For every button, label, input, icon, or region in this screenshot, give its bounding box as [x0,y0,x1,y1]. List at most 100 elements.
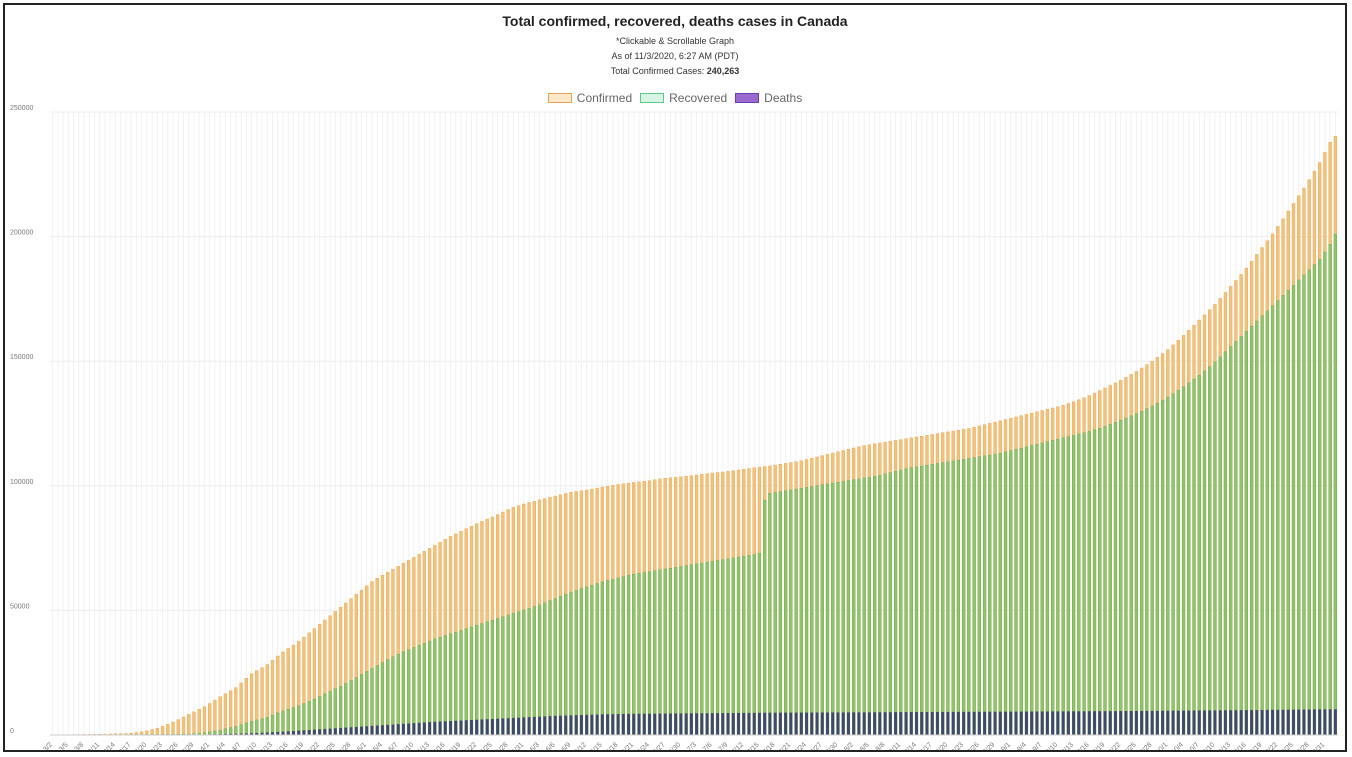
bar-deaths[interactable] [1244,710,1248,735]
bar-deaths[interactable] [1208,710,1212,735]
bar-deaths[interactable] [1009,711,1013,735]
bar-recovered[interactable] [1323,251,1327,736]
bar-deaths[interactable] [250,733,254,735]
bar-deaths[interactable] [490,718,494,735]
bar-recovered[interactable] [506,614,510,736]
bar-deaths[interactable] [784,712,788,735]
bar-deaths[interactable] [1019,711,1023,735]
bar-recovered[interactable] [1333,233,1337,736]
bar-recovered[interactable] [1140,411,1144,736]
bar-deaths[interactable] [307,729,311,735]
bar-recovered[interactable] [674,567,678,736]
bar-deaths[interactable] [328,728,332,735]
bar-deaths[interactable] [716,713,720,735]
bar-recovered[interactable] [1024,446,1029,736]
bar-recovered[interactable] [1061,437,1065,736]
bar-deaths[interactable] [1213,710,1217,735]
bar-recovered[interactable] [799,488,803,736]
bar-recovered[interactable] [532,606,536,736]
bar-recovered[interactable] [569,591,573,736]
bar-recovered[interactable] [443,635,447,736]
bar-deaths[interactable] [915,712,918,735]
bar-deaths[interactable] [977,711,981,735]
bar-recovered[interactable] [721,559,725,736]
bar-deaths[interactable] [365,726,369,735]
bar-recovered[interactable] [1192,378,1196,736]
bar-recovered[interactable] [338,686,343,736]
bar-recovered[interactable] [312,698,316,736]
bar-deaths[interactable] [909,712,913,735]
bar-recovered[interactable] [459,630,463,736]
bar-recovered[interactable] [642,572,646,736]
bar-confirmed[interactable] [155,727,159,736]
bar-recovered[interactable] [590,585,594,736]
bar-deaths[interactable] [438,721,442,735]
bar-deaths[interactable] [370,725,374,735]
bar-recovered[interactable] [794,488,798,736]
bar-deaths[interactable] [239,733,243,735]
bar-recovered[interactable] [1056,438,1060,736]
bar-recovered[interactable] [689,564,693,736]
bar-deaths[interactable] [883,712,887,735]
bar-deaths[interactable] [763,712,767,735]
bar-deaths[interactable] [1077,711,1081,735]
bar-deaths[interactable] [1119,711,1123,735]
bar-deaths[interactable] [1129,711,1133,735]
bar-deaths[interactable] [412,723,416,735]
bar-recovered[interactable] [951,460,955,736]
bar-recovered[interactable] [841,481,845,736]
bar-deaths[interactable] [569,715,573,735]
bar-deaths[interactable] [281,731,285,735]
bar-recovered[interactable] [553,598,557,736]
bar-recovered[interactable] [1218,356,1222,736]
bar-recovered[interactable] [626,575,631,736]
bar-recovered[interactable] [1014,449,1018,736]
bar-recovered[interactable] [401,651,406,736]
bar-deaths[interactable] [710,713,714,735]
bar-recovered[interactable] [658,569,662,736]
bar-recovered[interactable] [815,485,819,736]
bar-recovered[interactable] [1077,433,1081,736]
bar-recovered[interactable] [893,471,898,736]
bar-recovered[interactable] [715,560,720,736]
bar-deaths[interactable] [548,716,552,735]
bar-deaths[interactable] [333,728,337,735]
bar-deaths[interactable] [962,711,966,735]
bar-recovered[interactable] [407,649,411,736]
bar-recovered[interactable] [454,631,458,736]
bar-recovered[interactable] [302,703,306,736]
bar-deaths[interactable] [386,724,390,735]
bar-deaths[interactable] [564,715,568,735]
bar-deaths[interactable] [674,713,678,735]
bar-deaths[interactable] [339,727,343,735]
bar-deaths[interactable] [1302,709,1306,735]
bar-deaths[interactable] [271,732,274,735]
bar-deaths[interactable] [480,719,484,735]
bar-recovered[interactable] [695,563,699,736]
bar-recovered[interactable] [537,604,542,736]
bar-deaths[interactable] [428,722,432,735]
bar-deaths[interactable] [616,714,620,735]
bar-recovered[interactable] [1202,370,1207,736]
bar-deaths[interactable] [260,732,264,735]
bar-recovered[interactable] [705,562,709,736]
bar-deaths[interactable] [705,713,709,735]
bar-deaths[interactable] [648,713,651,735]
bar-deaths[interactable] [475,719,479,735]
bar-deaths[interactable] [553,715,557,735]
bar-deaths[interactable] [579,714,583,735]
bar-deaths[interactable] [265,732,269,735]
bar-deaths[interactable] [668,713,672,735]
bar-recovered[interactable] [1229,346,1233,736]
bar-recovered[interactable] [663,568,667,736]
bar-deaths[interactable] [511,717,515,735]
bar-recovered[interactable] [1045,441,1050,736]
bar-recovered[interactable] [1166,396,1170,736]
bar-recovered[interactable] [972,457,976,736]
bar-deaths[interactable] [653,713,657,735]
bar-recovered[interactable] [757,553,762,736]
bar-deaths[interactable] [1292,709,1295,735]
bar-recovered[interactable] [904,468,908,736]
bar-recovered[interactable] [768,493,772,736]
bar-deaths[interactable] [543,716,547,735]
